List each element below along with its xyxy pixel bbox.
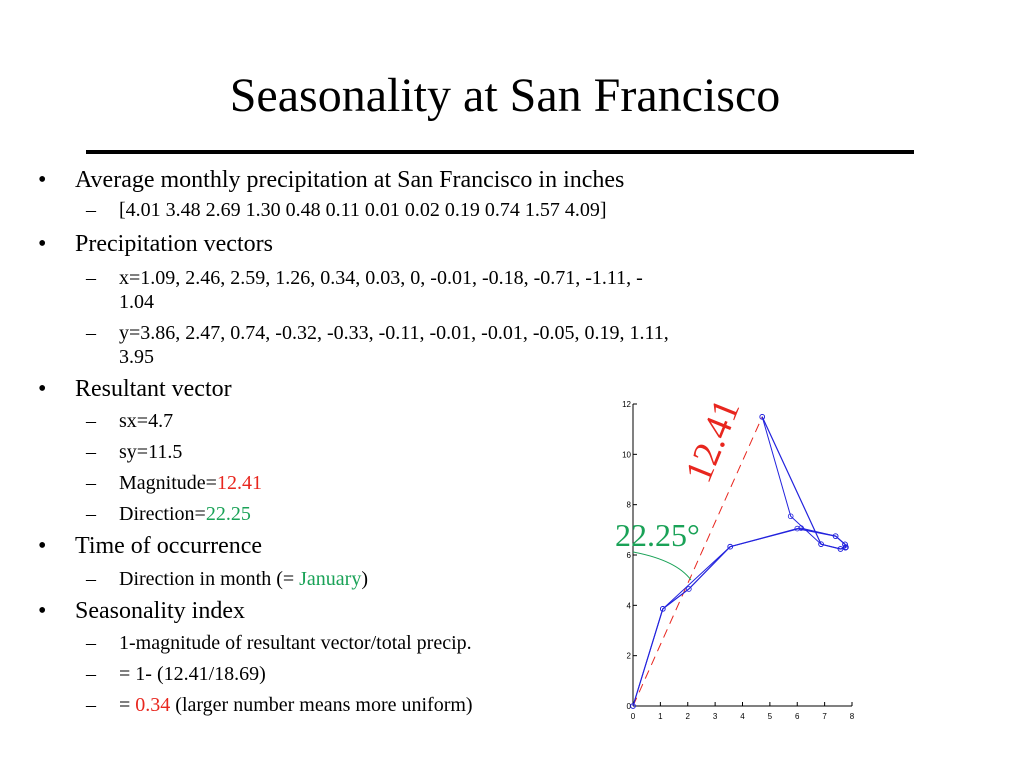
series-marker [660,606,666,612]
dash: – [86,503,96,525]
magnitude-label: 12.41 [677,393,748,488]
bullet-dot: • [38,598,47,624]
bullet-text: Resultant vector [75,376,232,402]
bullet-dot: • [38,533,47,559]
y-tick-label: 10 [622,450,631,459]
series-marker [727,543,733,550]
y-tick-label: 8 [627,501,632,510]
series-marker [842,541,848,548]
dash: – [86,663,96,685]
x-tick-label: 1 [658,712,663,721]
sub-text: Direction=22.25 [119,502,251,526]
index-prefix: = [119,694,136,716]
dash: – [86,267,96,289]
dash: – [86,568,96,590]
x-tick-label: 2 [686,712,691,721]
magnitude-label: Magnitude= [119,472,217,494]
y-tick-label: 4 [627,601,632,610]
sub-text: 3.95 [119,346,154,368]
dash: – [86,199,96,221]
sub-text: = 0.34 (larger number means more uniform… [119,693,473,717]
sub-text: [4.01 3.48 2.69 1.30 0.48 0.11 0.01 0.02… [119,199,607,221]
x-tick-label: 3 [713,712,718,721]
series-marker [837,546,844,552]
angle-label: 22.25° [615,517,700,553]
slide-title: Seasonality at San Francisco [229,69,781,122]
y-tick-label: 12 [622,400,631,409]
direction-value: 22.25 [205,503,251,525]
dash: – [86,410,96,432]
sub-text: = 1- (12.41/18.69) [119,663,266,685]
bullet-text: Time of occurrence [75,533,263,559]
y-tick-label: 2 [627,652,632,661]
angle-arc [632,551,692,581]
series-marker [818,541,824,547]
month-value: January [299,568,362,590]
dash: – [86,632,96,654]
series-marker [759,414,766,420]
direction-label: Direction= [119,503,206,525]
x-tick-label: 0 [631,712,636,721]
direction-month-suffix: ) [361,568,369,590]
sub-text: sy=11.5 [119,441,183,463]
resultant-vector-line [632,416,763,707]
sub-text: x=1.09, 2.46, 2.59, 1.26, 0.34, 0.03, 0,… [119,267,643,289]
series-marker [794,525,801,532]
x-tick-label: 5 [768,712,773,721]
x-tick-label: 4 [740,712,745,721]
dash: – [86,322,96,344]
index-value: 0.34 [135,694,171,716]
bullet-dot: • [38,167,47,193]
sub-text: 1.04 [119,291,154,313]
bullet-dot: • [38,231,47,257]
bullet-dot: • [38,376,47,402]
sub-text: 1-magnitude of resultant vector/total pr… [119,632,472,654]
series-marker [787,513,794,520]
sub-text: y=3.86, 2.47, 0.74, -0.32, -0.33, -0.11,… [119,322,669,344]
y-tick-label: 0 [627,702,632,711]
dash: – [86,694,96,716]
series-marker [798,525,804,531]
sub-text: sx=4.7 [119,410,174,432]
x-tick-label: 6 [795,712,800,721]
series-marker [686,586,692,592]
series-path-2 [632,416,847,707]
dash: – [86,472,96,494]
direction-month-prefix: Direction in month (= [119,568,300,590]
bullet-text: Average monthly precipitation at San Fra… [75,167,625,193]
series-marker [630,703,636,709]
series-marker [832,533,839,539]
y-tick-label: 6 [627,551,632,560]
series-marker [842,544,849,551]
x-tick-label: 7 [822,712,827,721]
index-suffix: (larger number means more uniform) [170,694,473,716]
bullet-text: Seasonality index [75,598,245,624]
x-tick-label: 8 [850,712,855,721]
bullet-text: Precipitation vectors [75,231,273,257]
sub-text: Magnitude=12.41 [119,471,262,495]
dash: – [86,441,96,463]
sub-text: Direction in month (= January) [119,567,368,591]
title-underline [86,150,914,154]
magnitude-value: 12.41 [216,472,262,494]
